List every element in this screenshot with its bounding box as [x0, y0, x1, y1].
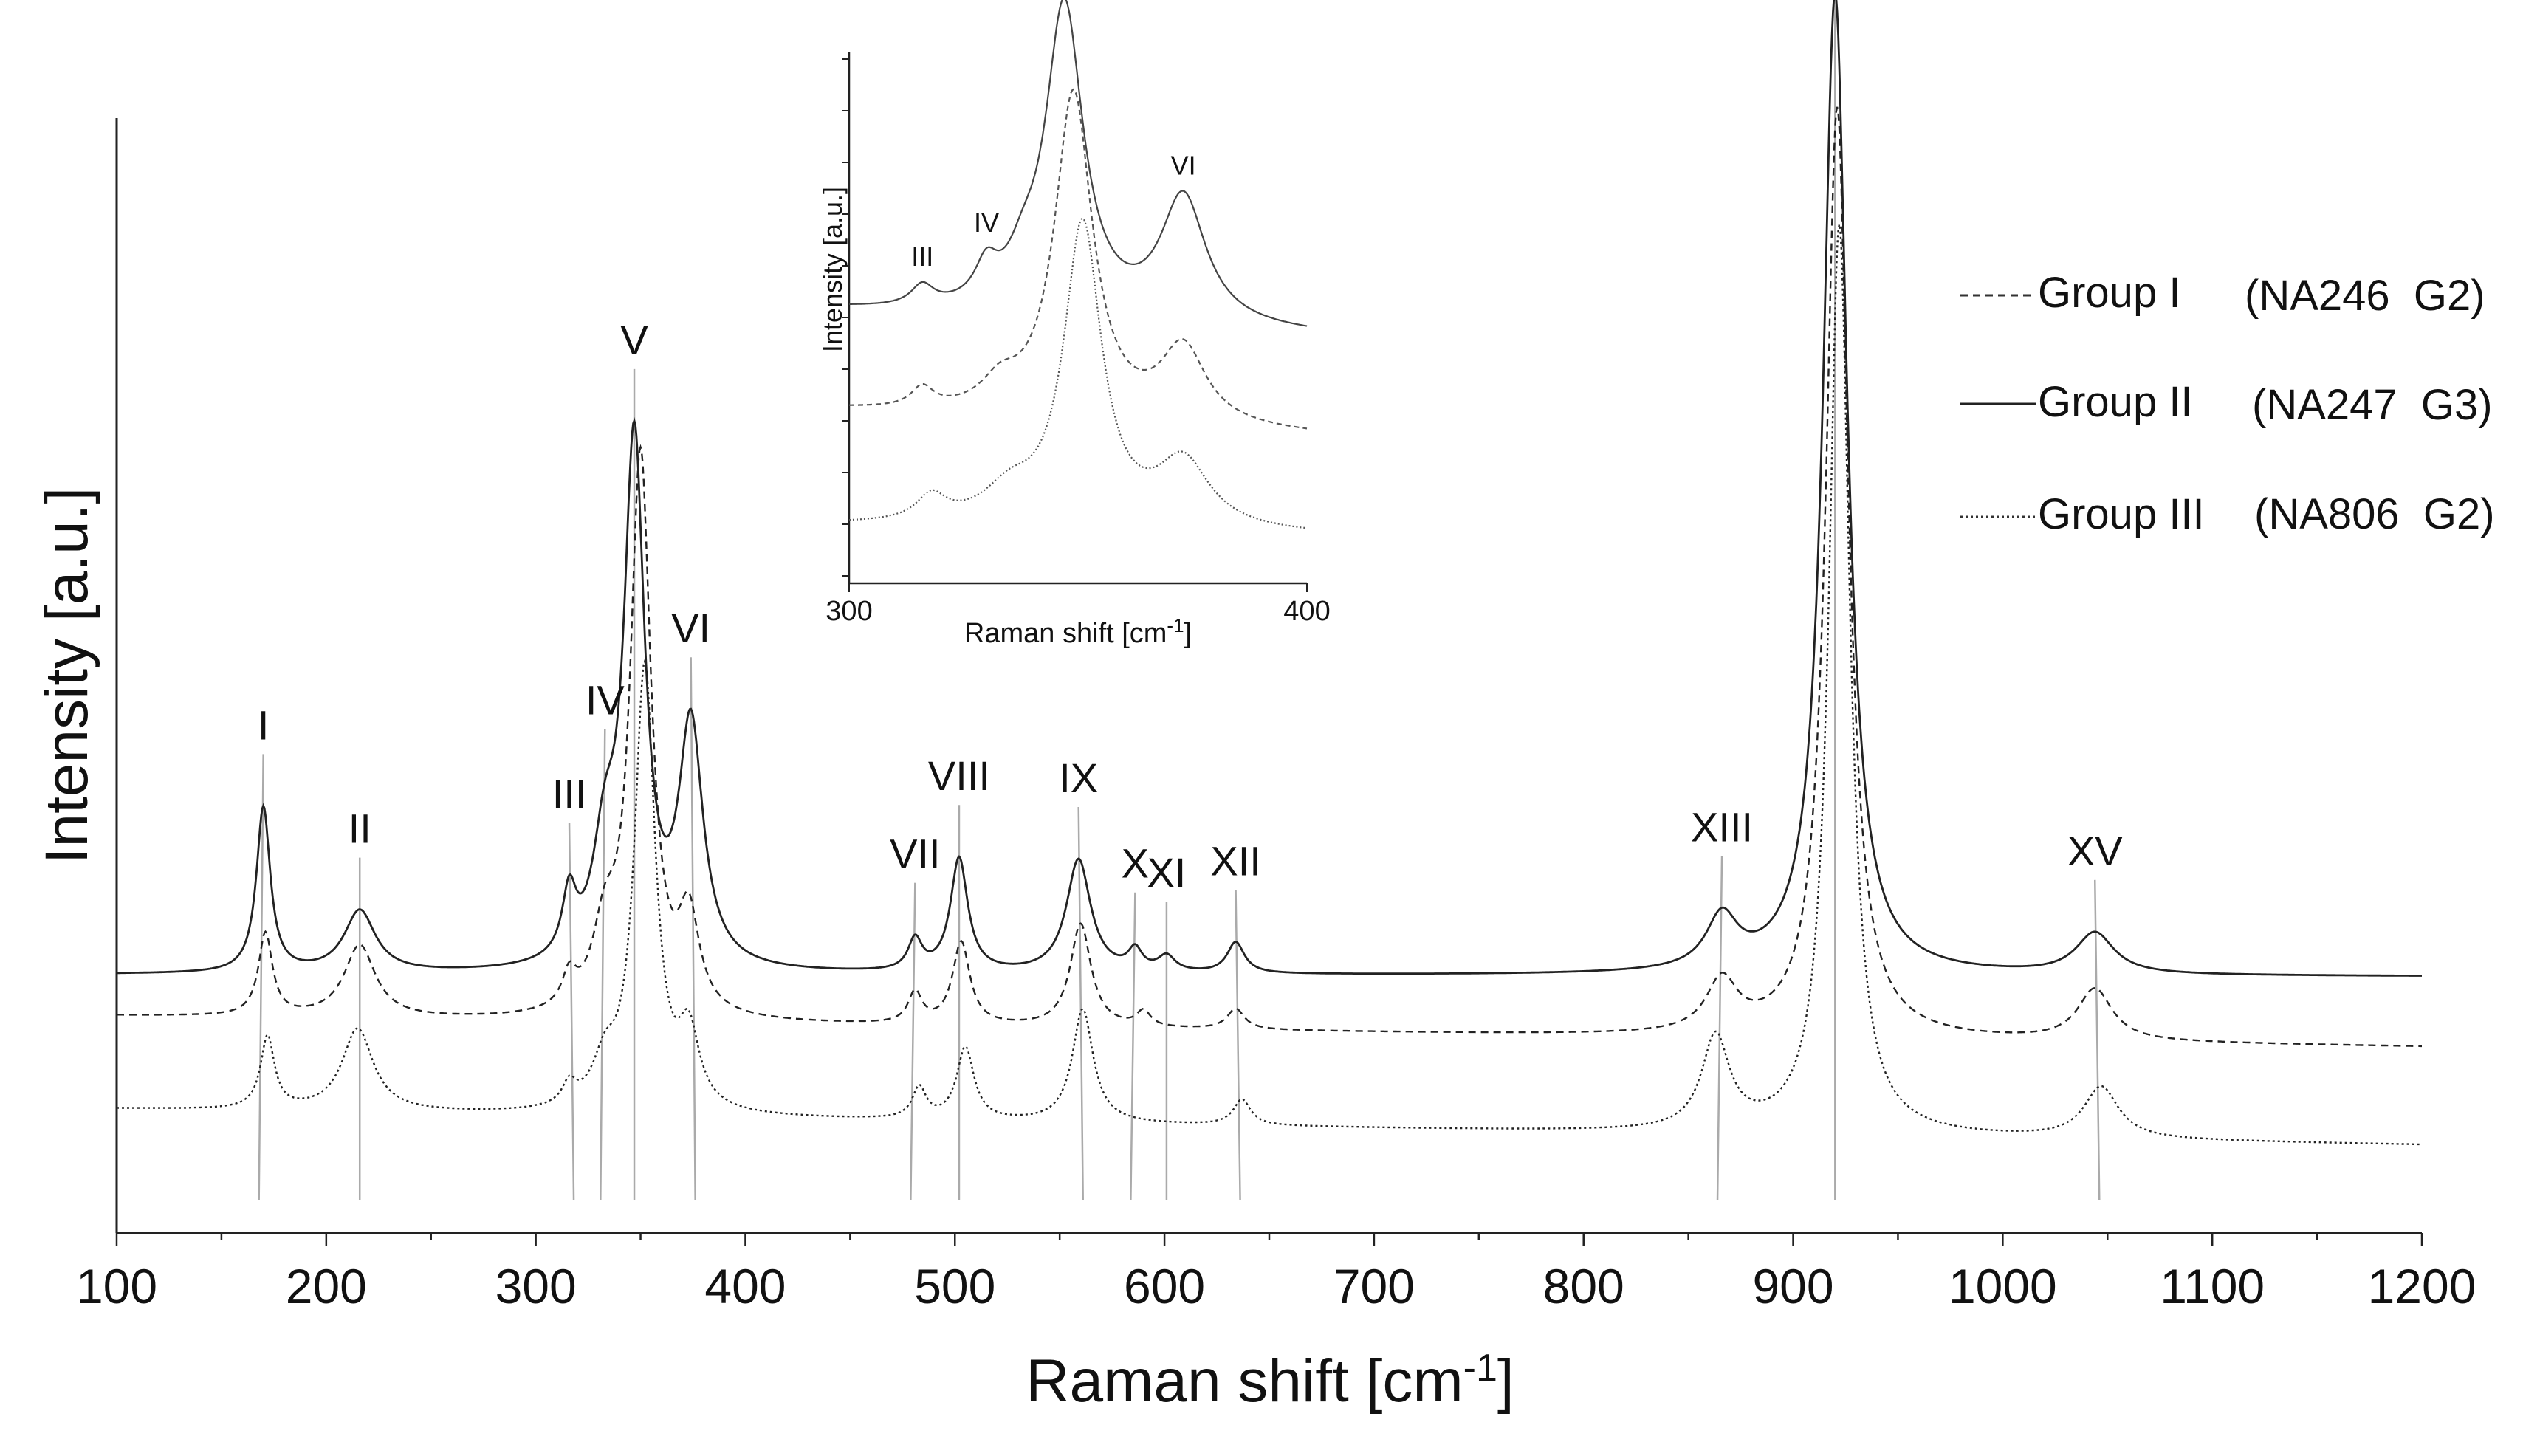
peak-label-vi: VI: [671, 605, 710, 651]
main-x-tick-label: 200: [286, 1259, 367, 1314]
inset-series: [849, 0, 1308, 529]
main-x-tick-label: 900: [1752, 1259, 1833, 1314]
main-x-tick-label: 300: [495, 1259, 577, 1314]
legend-label-group-i: Group I: [2038, 269, 2180, 317]
peak-label-ix: IX: [1059, 755, 1098, 801]
legend-label-group-ii: Group II: [2038, 378, 2193, 426]
main-x-tick-label: 1200: [2368, 1259, 2476, 1314]
peak-label-viii: VIII: [928, 752, 990, 799]
peak-label-v: V: [620, 317, 648, 363]
peak-reference-line: [690, 657, 696, 1201]
main-peak-labels: IIIIIIIVVVIVIIVIIIIXXXIXIIXIIIXIVXV: [258, 317, 2123, 896]
peak-reference-line: [600, 729, 606, 1201]
inset-series-group-ii: [849, 0, 1308, 327]
main-plot: 100 200 300 400 500 600 700 800 900 1000 1100 1200 …: [33, 0, 2476, 1415]
peak-label-xiii: XIII: [1691, 803, 1753, 850]
main-series: [117, 0, 2422, 1146]
peak-label-iii: III: [552, 771, 587, 817]
legend-sample-group-iii: (NA806 G2): [2254, 490, 2495, 538]
peak-label-vii: VII: [890, 831, 940, 877]
peak-label-xv: XV: [2067, 828, 2123, 874]
series-group-iii: [117, 224, 2422, 1146]
peak-reference-line: [2093, 879, 2101, 1201]
inset-series-group-iii: [849, 217, 1308, 529]
peak-label-xii: XII: [1210, 837, 1260, 884]
peak-label-iv: IV: [586, 676, 625, 723]
inset-x-ticks: 300 400: [826, 58, 1331, 627]
main-x-axis-title: Raman shift [cm-1]: [1026, 1347, 1514, 1415]
peak-label-x: X: [1122, 840, 1149, 887]
legend-sample-group-i: (NA246 G2): [2245, 272, 2485, 320]
inset-series-group-i: [849, 88, 1308, 430]
peak-reference-line: [1716, 856, 1723, 1201]
main-x-tick-label: 700: [1334, 1259, 1415, 1314]
peak-reference-line: [568, 823, 575, 1201]
series-group-i: [117, 106, 2422, 1048]
peak-label-ii: II: [349, 806, 371, 852]
legend-label-group-iii: Group III: [2038, 490, 2205, 538]
inset-y-axis-title: Intensity [a.u.]: [817, 187, 848, 352]
inset-peak-label-iv: IV: [974, 207, 999, 238]
inset-x-tick-label: 400: [1283, 596, 1330, 627]
main-x-tick-label: 500: [914, 1259, 995, 1314]
peak-reference-line: [258, 754, 264, 1201]
inset-x-tick-label: 300: [826, 596, 872, 627]
peak-label-xi: XI: [1147, 849, 1186, 896]
main-x-ticks: 100 200 300 400 500 600 700 800 900 1000 1100 1200: [76, 1233, 2476, 1314]
inset-peak-label-iii: III: [911, 241, 933, 272]
inset-peak-label-vi: VI: [1171, 151, 1196, 181]
main-y-axis-title: Intensity [a.u.]: [33, 487, 100, 865]
main-x-tick-label: 600: [1124, 1259, 1205, 1314]
legend-sample-group-ii: (NA247 G3): [2252, 381, 2493, 429]
legend: Group I (NA246 G2) Group II (NA247 G3) G…: [1960, 269, 2495, 538]
series-group-ii: [117, 0, 2422, 977]
inset-x-axis-title: Raman shift [cm-1]: [964, 614, 1192, 649]
main-x-tick-label: 800: [1543, 1259, 1624, 1314]
main-x-tick-label: 1100: [2160, 1259, 2265, 1314]
peak-label-i: I: [258, 701, 270, 748]
main-x-tick-label: 100: [76, 1259, 157, 1314]
main-x-tick-label: 1000: [1949, 1259, 2057, 1314]
main-x-tick-label: 400: [704, 1259, 786, 1314]
peak-reference-line: [1077, 806, 1084, 1201]
